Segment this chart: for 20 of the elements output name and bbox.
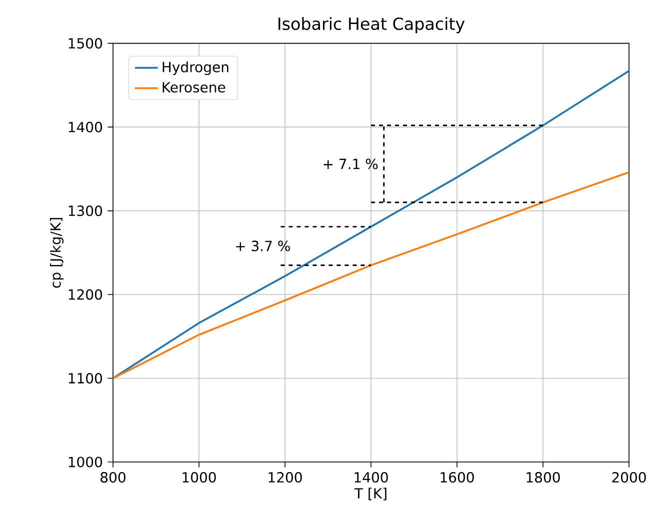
y-tick-label: 1400 (68, 122, 102, 132)
x-tick-label: 1800 (526, 472, 560, 483)
annotation: + 7.1 % (324, 158, 378, 170)
x-axis-title: T [K] (354, 488, 386, 500)
y-tick-label: 1100 (68, 372, 102, 384)
legend-label: Hydrogen (162, 62, 228, 76)
y-tick-label: 1500 (68, 38, 102, 49)
annotation: + 3.7 % (236, 240, 290, 252)
x-tick-label: 1400 (354, 472, 388, 483)
x-tick-label: 2000 (612, 472, 646, 483)
x-tick-label: 1000 (182, 472, 216, 483)
legend-label: Kerosene (162, 82, 226, 93)
y-tick-label: 1000 (68, 456, 102, 468)
x-tick-label: 1600 (440, 472, 474, 483)
y-tick-label: 1200 (68, 289, 102, 300)
chart-title: Isobaric Heat Capacity (278, 17, 465, 34)
y-tick-label: 1300 (68, 205, 102, 216)
x-tick-label: 800 (100, 472, 126, 483)
x-tick-label: 1200 (268, 472, 302, 483)
y-axis-title: cp [J/kg/K] (50, 218, 64, 288)
